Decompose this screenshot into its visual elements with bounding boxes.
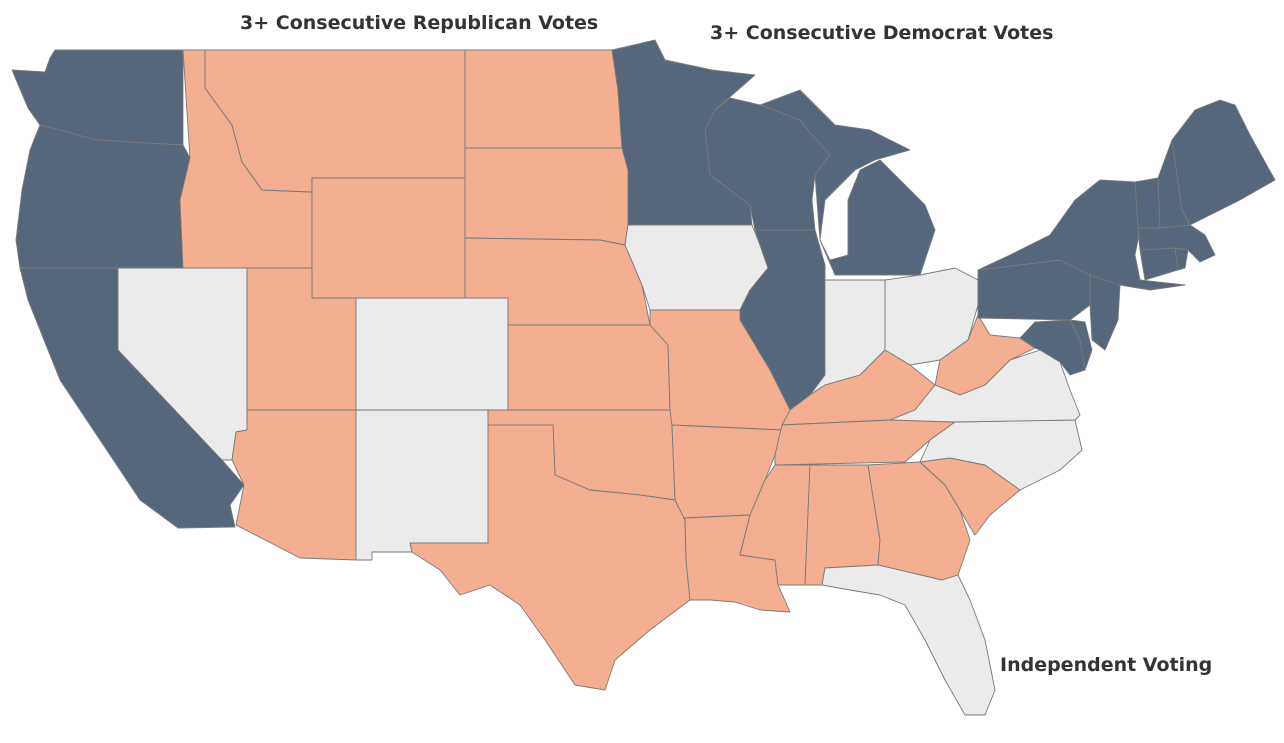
independent-label: Independent Voting [1000,654,1213,676]
state-pa[interactable] [977,259,1091,321]
state-wv[interactable] [934,314,1036,396]
republican-label: 3+ Consecutive Republican Votes [240,12,599,34]
state-ks[interactable] [507,324,671,411]
state-wy[interactable] [311,177,466,299]
state-de[interactable] [1069,319,1093,371]
state-or[interactable] [15,124,191,269]
state-me[interactable] [1171,99,1276,226]
state-az[interactable] [231,409,357,561]
state-nm[interactable] [355,409,489,561]
democrat-label: 3+ Consecutive Democrat Votes [710,22,1054,44]
state-sd[interactable] [464,147,629,246]
state-tx[interactable] [409,424,691,691]
state-ma[interactable] [1137,224,1216,263]
state-nc[interactable] [919,419,1083,491]
state-co[interactable] [355,297,509,411]
state-ct[interactable] [1139,247,1179,281]
state-vt[interactable] [1134,177,1161,229]
state-mi[interactable] [759,89,936,276]
state-md[interactable] [1019,319,1086,376]
state-nd[interactable] [464,49,623,149]
state-fl[interactable] [821,564,996,716]
state-nj[interactable] [1089,274,1121,351]
